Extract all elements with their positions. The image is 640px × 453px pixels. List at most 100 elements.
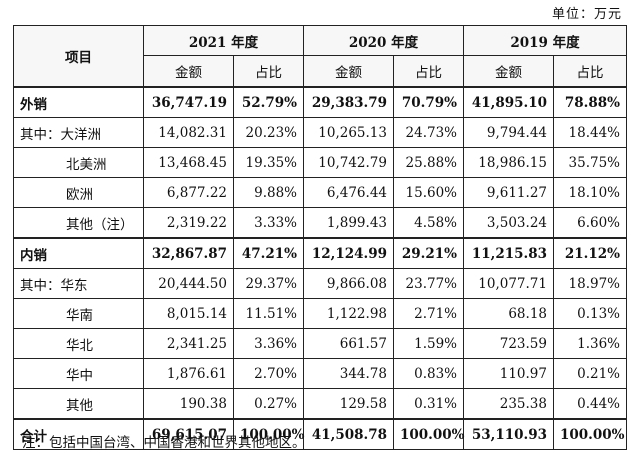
row-label: 欧洲 [13,177,144,208]
table-row: 合计 69,615.07 100.00% 41,508.78 100.00% 53,110… [13,418,627,450]
ratio-cell: 52.79% [233,86,304,118]
ratio-cell: 3.36% [233,328,304,359]
amount-cell: 32,867.87 [143,237,234,269]
amount-cell: 9,794.44 [463,117,554,148]
header-amount: 金额 [463,55,554,88]
row-label: 其中：华东 [13,268,144,299]
ratio-cell: 100.00% [553,418,627,450]
amount-cell: 53,110.93 [463,418,554,450]
amount-cell: 9,866.08 [303,268,394,299]
ratio-cell: 0.27% [233,388,304,420]
amount-cell: 1,899.43 [303,207,394,239]
ratio-cell: 78.88% [553,86,627,118]
ratio-cell: 20.23% [233,117,304,148]
amount-cell: 10,265.13 [303,117,394,148]
amount-cell: 41,895.10 [463,86,554,118]
table-row: 欧洲 6,877.22 9.88% 6,476.44 15.60% 9,611.27 18.… [13,177,627,208]
amount-cell: 3,503.24 [463,207,554,239]
ratio-cell: 3.33% [233,207,304,239]
ratio-cell: 18.44% [553,117,627,148]
amount-cell: 10,077.71 [463,268,554,299]
amount-cell: 68.18 [463,298,554,329]
amount-cell: 13,468.45 [143,147,234,178]
ratio-cell: 18.97% [553,268,627,299]
ratio-cell: 25.88% [393,147,464,178]
row-label: 华北 [13,328,144,359]
amount-cell: 2,341.25 [143,328,234,359]
header-item: 项目 [13,25,144,88]
row-label: 外销 [13,86,144,118]
amount-cell: 29,383.79 [303,86,394,118]
header-ratio: 占比 [393,55,464,88]
ratio-cell: 0.21% [553,358,627,389]
header-amount: 金额 [143,55,234,88]
header-year-2020: 2020 年度 [303,25,464,56]
row-label: 内销 [13,237,144,269]
row-label: 华中 [13,358,144,389]
row-label: 合计 [13,418,144,450]
ratio-cell: 15.60% [393,177,464,208]
amount-cell: 110.97 [463,358,554,389]
amount-cell: 190.38 [143,388,234,420]
ratio-cell: 19.35% [233,147,304,178]
ratio-cell: 0.13% [553,298,627,329]
amount-cell: 6,476.44 [303,177,394,208]
amount-cell: 9,611.27 [463,177,554,208]
amount-cell: 18,986.15 [463,147,554,178]
ratio-cell: 21.12% [553,237,627,269]
amount-cell: 14,082.31 [143,117,234,148]
header-ratio: 占比 [233,55,304,88]
header-year-2019: 2019 年度 [463,25,627,56]
ratio-cell: 100.00% [393,418,465,450]
ratio-cell: 23.77% [393,268,464,299]
table-row: 北美洲 13,468.45 19.35% 10,742.79 25.88% 18,986.… [13,147,627,178]
amount-cell: 129.58 [303,388,394,420]
sales-region-table: 项目 2021 年度 2020 年度 2019 年度 金额 占比 金额 占比 金… [13,25,627,450]
table-row: 其他（注） 2,319.22 3.33% 1,899.43 4.58% 3,503.24 6… [13,207,627,239]
amount-cell: 1,122.98 [303,298,394,329]
row-label: 北美洲 [13,147,144,178]
ratio-cell: 9.88% [233,177,304,208]
amount-cell: 661.57 [303,328,394,359]
amount-cell: 235.38 [463,388,554,420]
amount-cell: 344.78 [303,358,394,389]
amount-cell: 69,615.07 [143,418,234,450]
ratio-cell: 4.58% [393,207,464,239]
amount-cell: 41,508.78 [303,418,394,450]
table-row: 华北 2,341.25 3.36% 661.57 1.59% 723.59 1.36% [13,328,627,359]
table-row: 华南 8,015.14 11.51% 1,122.98 2.71% 68.18 0.13% [13,298,627,329]
amount-cell: 8,015.14 [143,298,234,329]
amount-cell: 12,124.99 [303,237,394,269]
ratio-cell: 29.21% [393,237,464,269]
amount-cell: 36,747.19 [143,86,234,118]
ratio-cell: 24.73% [393,117,464,148]
header-amount: 金额 [303,55,394,88]
row-label: 其他 [13,388,144,420]
ratio-cell: 0.31% [393,388,464,420]
ratio-cell: 1.59% [393,328,464,359]
ratio-cell: 11.51% [233,298,304,329]
ratio-cell: 0.44% [553,388,627,420]
table-row: 其他 190.38 0.27% 129.58 0.31% 235.38 0.44% [13,388,627,420]
header-ratio: 占比 [553,55,627,88]
table-row: 其中：大洋洲 14,082.31 20.23% 10,265.13 24.73% 9,79… [13,117,627,148]
ratio-cell: 6.60% [553,207,627,239]
ratio-cell: 2.71% [393,298,464,329]
ratio-cell: 29.37% [233,268,304,299]
footnote: 注：包括中国台湾、中国香港和世界其他地区。 [22,435,306,451]
ratio-cell: 47.21% [233,237,304,269]
amount-cell: 2,319.22 [143,207,234,239]
amount-cell: 11,215.83 [463,237,554,269]
table-row: 外销 36,747.19 52.79% 29,383.79 70.79% 41,895.1… [13,86,627,118]
header-row-years: 项目 2021 年度 2020 年度 2019 年度 [13,25,627,88]
ratio-cell: 0.83% [393,358,464,389]
amount-cell: 6,877.22 [143,177,234,208]
header-year-2021: 2021 年度 [143,25,304,56]
ratio-cell: 35.75% [553,147,627,178]
row-label: 其他（注） [13,207,144,239]
amount-cell: 1,876.61 [143,358,234,389]
ratio-cell: 18.10% [553,177,627,208]
ratio-cell: 70.79% [393,86,464,118]
row-label: 华南 [13,298,144,329]
ratio-cell: 100.00% [233,418,305,450]
